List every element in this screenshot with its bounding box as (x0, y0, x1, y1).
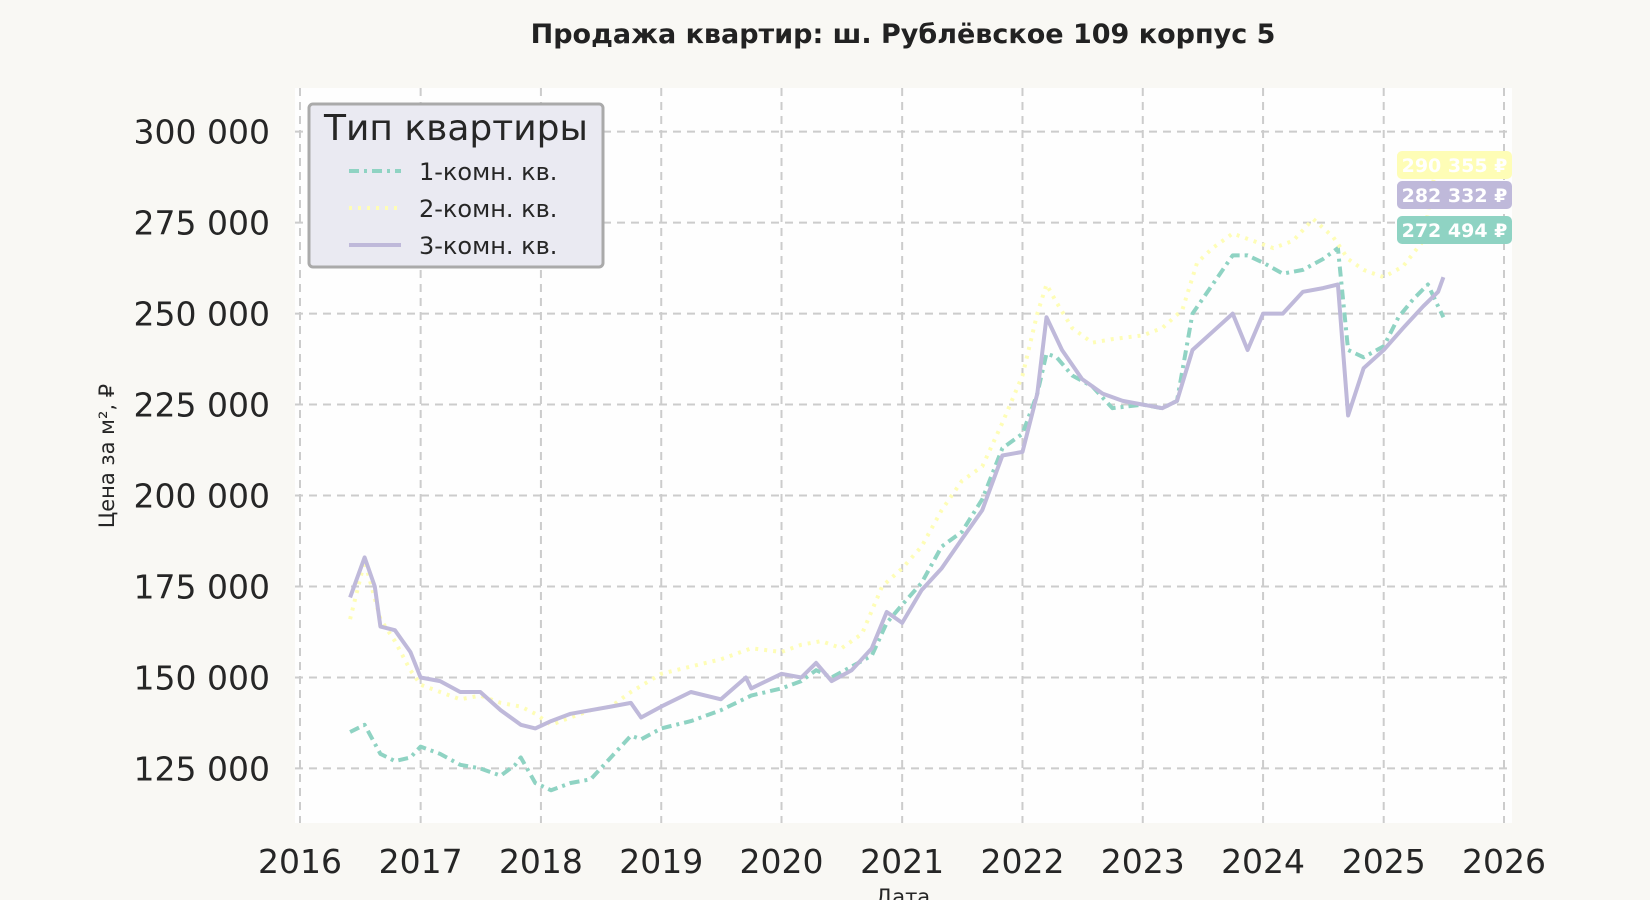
y-tick-label: 200 000 (134, 477, 270, 516)
x-axis-label: Дата (876, 885, 930, 900)
last-value-badge (1397, 181, 1512, 209)
x-tick-label: 2023 (1101, 842, 1185, 881)
legend-item[interactable]: 2-комн. кв. (349, 195, 557, 223)
y-tick-label: 125 000 (134, 749, 270, 788)
x-tick-label: 2017 (379, 842, 463, 881)
x-tick-label: 2026 (1462, 842, 1546, 881)
last-value-label: 272 494 ₽ (1402, 220, 1508, 242)
last-value-badges: 290 355 ₽ 282 332 ₽ 272 494 ₽ (1397, 151, 1512, 244)
legend-box (307, 102, 605, 269)
y-tick-label: 275 000 (134, 204, 270, 243)
last-value-badge (1397, 151, 1512, 179)
series-line-1 (349, 246, 1446, 793)
x-tick-label: 2019 (619, 842, 703, 881)
x-tick-label: 2025 (1342, 842, 1426, 881)
x-axis-ticks: 2016 2017 2018 2019 2020 2021 2022 2023 2024 2025… (258, 842, 1546, 881)
y-tick-label: 300 000 (134, 113, 270, 152)
series-line-3 (348, 276, 1446, 731)
legend-title: Тип квартиры (323, 108, 588, 149)
x-tick-label: 2016 (258, 842, 342, 881)
legend[interactable]: Тип квартиры 1-комн. кв. 2-комн. кв. 3-комн… (307, 102, 605, 269)
x-tick-label: 2018 (499, 842, 583, 881)
last-value-label: 282 332 ₽ (1402, 185, 1508, 207)
x-tick-label: 2021 (860, 842, 944, 881)
series-layer (348, 151, 1446, 793)
y-axis-label: Цена за м², ₽ (95, 384, 119, 528)
x-tick-label: 2024 (1221, 842, 1305, 881)
y-tick-label: 150 000 (134, 658, 270, 697)
legend-item[interactable]: 3-комн. кв. (349, 232, 557, 260)
legend-label: 1-комн. кв. (419, 158, 557, 186)
legend-label: 2-комн. кв. (419, 195, 557, 223)
x-tick-label: 2020 (740, 842, 824, 881)
y-tick-label: 175 000 (134, 567, 270, 606)
y-tick-label: 225 000 (134, 386, 270, 425)
y-tick-label: 250 000 (134, 295, 270, 334)
x-tick-label: 2022 (980, 842, 1064, 881)
legend-item[interactable]: 1-комн. кв. (349, 158, 557, 186)
last-value-label: 290 355 ₽ (1402, 155, 1508, 177)
chart-title: Продажа квартир: ш. Рублёвское 109 корпу… (531, 19, 1276, 50)
y-axis-ticks: 125 000 150 000 175 000 200 000 225 000 250 0… (134, 113, 270, 789)
legend-label: 3-комн. кв. (419, 232, 557, 260)
last-value-badge (1397, 216, 1512, 244)
